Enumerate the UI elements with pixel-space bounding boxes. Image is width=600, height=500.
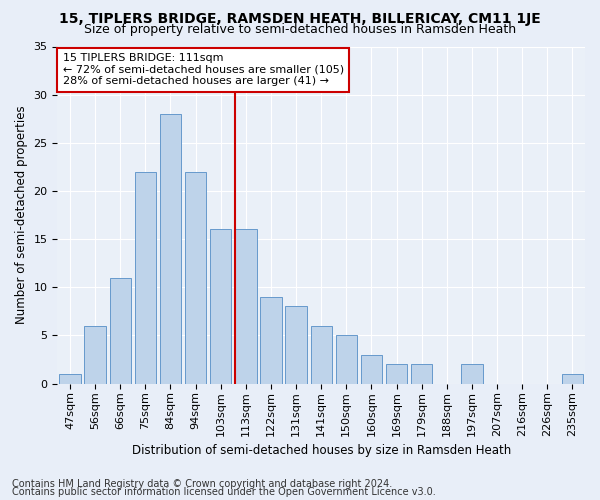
Bar (311, 326, 332, 384)
Bar (160, 114, 181, 384)
Bar (386, 364, 407, 384)
Bar (85, 326, 106, 384)
Bar (461, 364, 482, 384)
Text: 15, TIPLERS BRIDGE, RAMSDEN HEATH, BILLERICAY, CM11 1JE: 15, TIPLERS BRIDGE, RAMSDEN HEATH, BILLE… (59, 12, 541, 26)
Text: Contains public sector information licensed under the Open Government Licence v3: Contains public sector information licen… (12, 487, 436, 497)
Bar (134, 172, 156, 384)
Bar (260, 297, 281, 384)
Y-axis label: Number of semi-detached properties: Number of semi-detached properties (15, 106, 28, 324)
X-axis label: Distribution of semi-detached houses by size in Ramsden Heath: Distribution of semi-detached houses by … (131, 444, 511, 458)
Bar (562, 374, 583, 384)
Bar (286, 306, 307, 384)
Bar (235, 230, 257, 384)
Bar (361, 354, 382, 384)
Bar (185, 172, 206, 384)
Text: 15 TIPLERS BRIDGE: 111sqm
← 72% of semi-detached houses are smaller (105)
28% of: 15 TIPLERS BRIDGE: 111sqm ← 72% of semi-… (62, 53, 344, 86)
Bar (411, 364, 433, 384)
Bar (335, 336, 357, 384)
Text: Contains HM Land Registry data © Crown copyright and database right 2024.: Contains HM Land Registry data © Crown c… (12, 479, 392, 489)
Bar (59, 374, 80, 384)
Bar (110, 278, 131, 384)
Bar (210, 230, 232, 384)
Text: Size of property relative to semi-detached houses in Ramsden Heath: Size of property relative to semi-detach… (84, 24, 516, 36)
